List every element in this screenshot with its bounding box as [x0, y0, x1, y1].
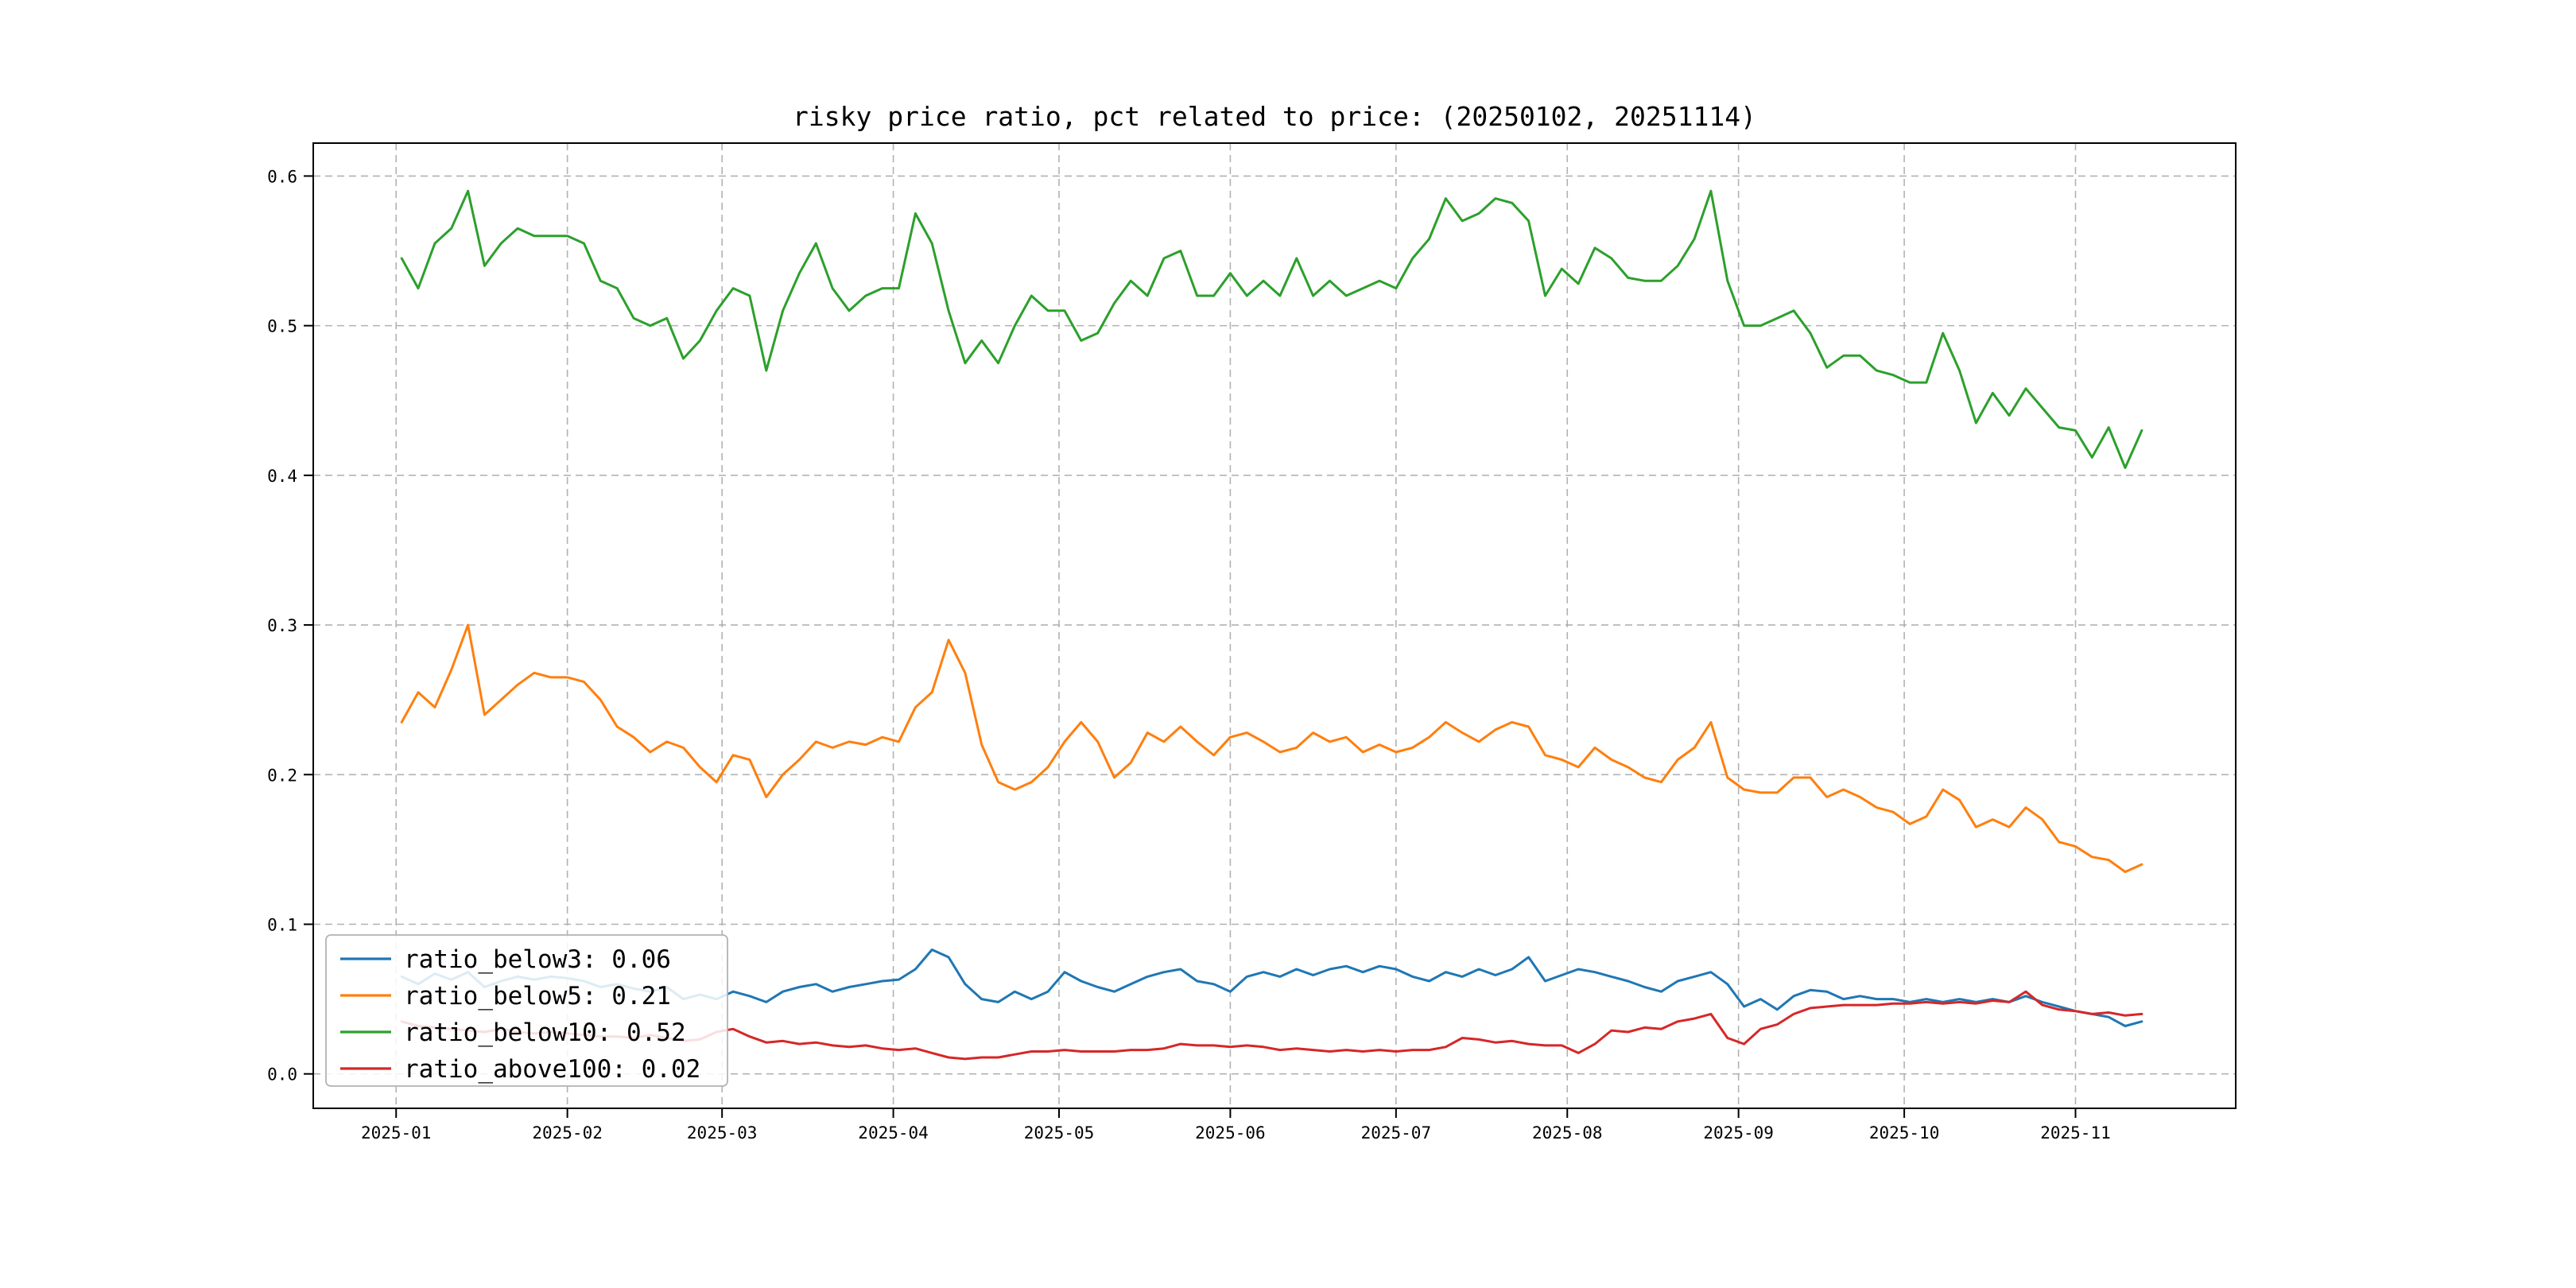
y-tick-label: 0.6 — [267, 167, 297, 186]
y-tick-label: 0.3 — [267, 616, 297, 635]
x-tick-label: 2025-09 — [1703, 1123, 1774, 1143]
x-tick-label: 2025-07 — [1361, 1123, 1432, 1143]
y-tick-label: 0.4 — [267, 467, 297, 486]
y-tick-label: 0.0 — [267, 1065, 297, 1084]
legend-label-ratio_above100: ratio_above100: 0.02 — [404, 1055, 700, 1084]
legend-box — [325, 934, 728, 1087]
y-tick-label: 0.2 — [267, 766, 297, 785]
legend: ratio_below3: 0.06 ratio_below5: 0.21 rati… — [325, 934, 728, 1087]
x-tick-label: 2025-02 — [532, 1123, 603, 1143]
x-tick-label: 2025-01 — [361, 1123, 432, 1143]
y-tick-label: 0.1 — [267, 915, 297, 934]
x-tick-label: 2025-10 — [1869, 1123, 1940, 1143]
grid-lines — [313, 143, 2236, 1108]
y-tick-label: 0.5 — [267, 317, 297, 336]
x-tick-label: 2025-05 — [1024, 1123, 1095, 1143]
legend-label-ratio_below3: ratio_below3: 0.06 — [404, 945, 671, 974]
x-tick-label: 2025-08 — [1532, 1123, 1603, 1143]
axes: 2025-01 2025-02 2025-03 2025-04 2025-05 2025-… — [267, 142, 2237, 1143]
series-line-ratio_below10 — [400, 189, 2143, 469]
x-tick-label: 2025-11 — [2040, 1123, 2111, 1143]
series-line-ratio_below5 — [400, 623, 2143, 874]
legend-label-ratio_below10: ratio_below10: 0.52 — [404, 1018, 686, 1047]
chart-title: risky price ratio, pct related to price:… — [793, 101, 1756, 132]
x-tick-label: 2025-03 — [687, 1123, 758, 1143]
x-tick-label: 2025-04 — [858, 1123, 929, 1143]
x-tick-label: 2025-06 — [1195, 1123, 1266, 1143]
legend-label-ratio_below5: ratio_below5: 0.21 — [404, 982, 671, 1011]
